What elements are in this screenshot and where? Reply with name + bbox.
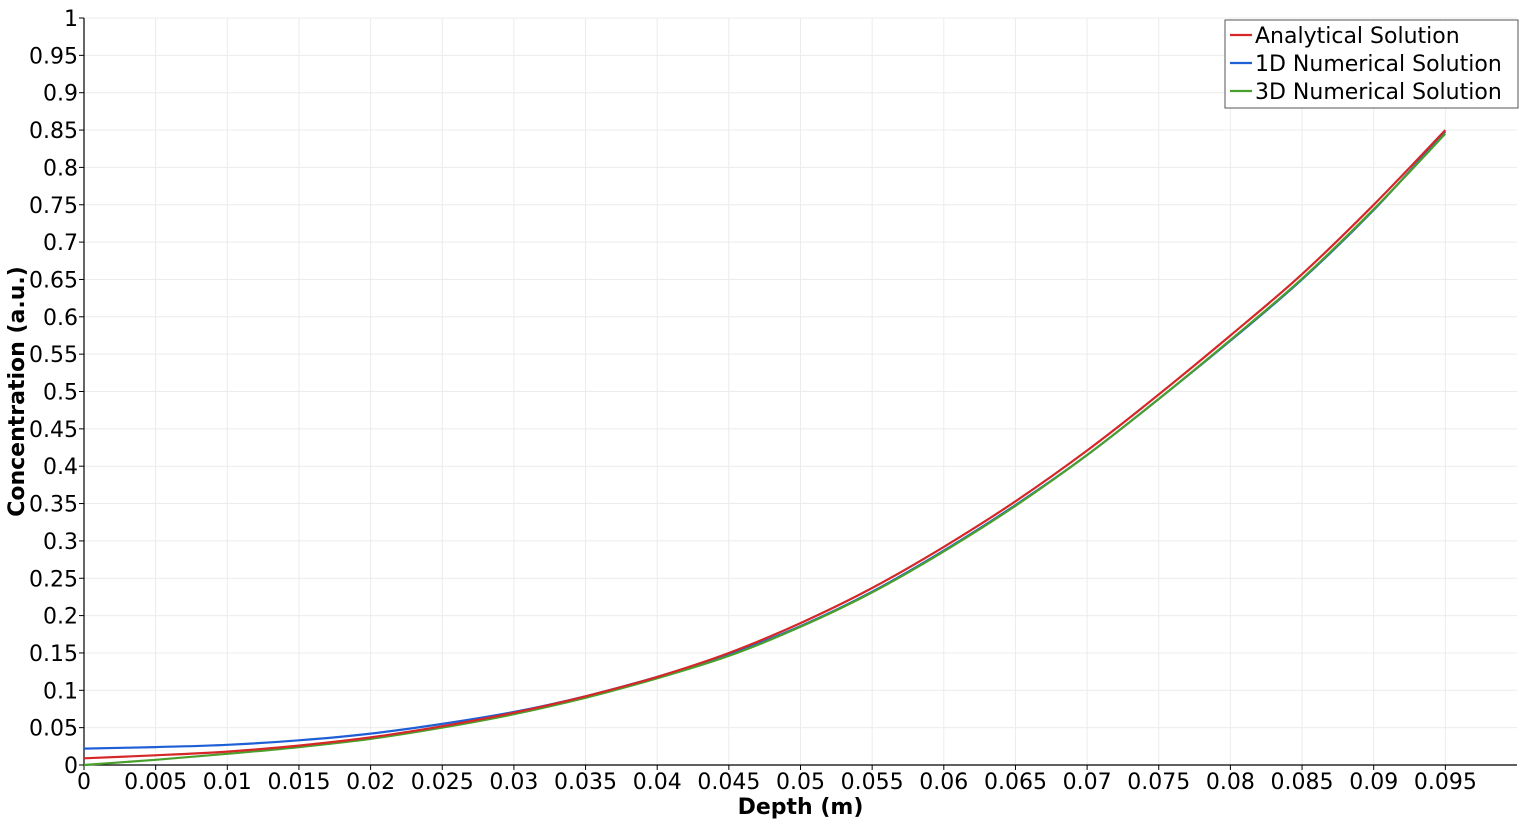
x-tick-label: 0.075 — [1127, 770, 1190, 795]
x-tick-label: 0.095 — [1414, 770, 1477, 795]
x-tick-label: 0.06 — [919, 770, 968, 795]
x-tick-label: 0.055 — [841, 770, 904, 795]
x-axis-title: Depth (m) — [738, 795, 864, 820]
legend: Analytical Solution 1D Numerical Solution… — [1224, 19, 1519, 109]
series-line-1 — [83, 129, 1447, 760]
x-tick-label: 0.025 — [411, 770, 474, 795]
x-tick-label: 0.07 — [1063, 770, 1112, 795]
y-tick-label: 0.85 — [29, 119, 78, 144]
grid-lines — [84, 17, 1517, 765]
y-tick-label: 0.9 — [43, 82, 78, 107]
legend-label: 3D Numerical Solution — [1255, 80, 1502, 105]
x-tick-label: 0.01 — [203, 770, 252, 795]
y-tick-label: 0.95 — [29, 44, 78, 69]
x-tick-label: 0.035 — [554, 770, 617, 795]
legend-label: Analytical Solution — [1255, 24, 1460, 49]
y-tick-label: 0.7 — [43, 231, 78, 256]
y-tick-label: 0.75 — [29, 194, 78, 219]
x-tick-label: 0.015 — [267, 770, 330, 795]
y-tick-label: 0.45 — [29, 418, 78, 443]
y-tick-label: 0.2 — [43, 605, 78, 630]
x-tick-label: 0.005 — [124, 770, 187, 795]
x-tick-label: 0.02 — [346, 770, 395, 795]
y-tick-label: 1 — [64, 7, 78, 32]
y-tick-label: 0.3 — [43, 530, 78, 555]
y-tick-label: 0.6 — [43, 306, 78, 331]
y-axis-ticks: 0 0.05 0.1 0.15 0.2 0.25 0.3 0.35 0.4 0.45 0.5 0.55… — [29, 7, 84, 779]
y-tick-label: 0.05 — [29, 717, 78, 742]
x-tick-label: 0.065 — [984, 770, 1047, 795]
y-tick-label: 0.35 — [29, 493, 78, 518]
y-tick-label: 0.4 — [43, 455, 78, 480]
y-tick-label: 0.1 — [43, 679, 78, 704]
y-tick-label: 0.5 — [43, 381, 78, 406]
x-tick-label: 0.045 — [697, 770, 760, 795]
x-tick-label: 0.05 — [776, 770, 825, 795]
y-tick-label: 0.55 — [29, 343, 78, 368]
y-tick-label: 0.25 — [29, 567, 78, 592]
series-lines — [83, 129, 1447, 767]
x-tick-label: 0.09 — [1349, 770, 1398, 795]
x-axis-ticks: 0 0.005 0.01 0.015 0.02 0.025 0.03 0.035 0.04 0.0… — [77, 765, 1477, 795]
x-tick-label: 0.08 — [1206, 770, 1255, 795]
y-tick-label: 0 — [64, 754, 78, 779]
series-line-2 — [83, 130, 1447, 750]
series-line-3 — [83, 133, 1447, 767]
y-axis-title: Concentration (a.u.) — [5, 266, 30, 517]
x-tick-label: 0.085 — [1271, 770, 1334, 795]
legend-box — [1224, 19, 1519, 109]
x-tick-label: 0.04 — [633, 770, 682, 795]
y-tick-label: 0.8 — [43, 156, 78, 181]
y-tick-label: 0.65 — [29, 268, 78, 293]
y-tick-label: 0.15 — [29, 642, 78, 667]
legend-label: 1D Numerical Solution — [1255, 52, 1502, 77]
x-tick-label: 0.03 — [489, 770, 538, 795]
x-tick-label: 0 — [77, 770, 91, 795]
